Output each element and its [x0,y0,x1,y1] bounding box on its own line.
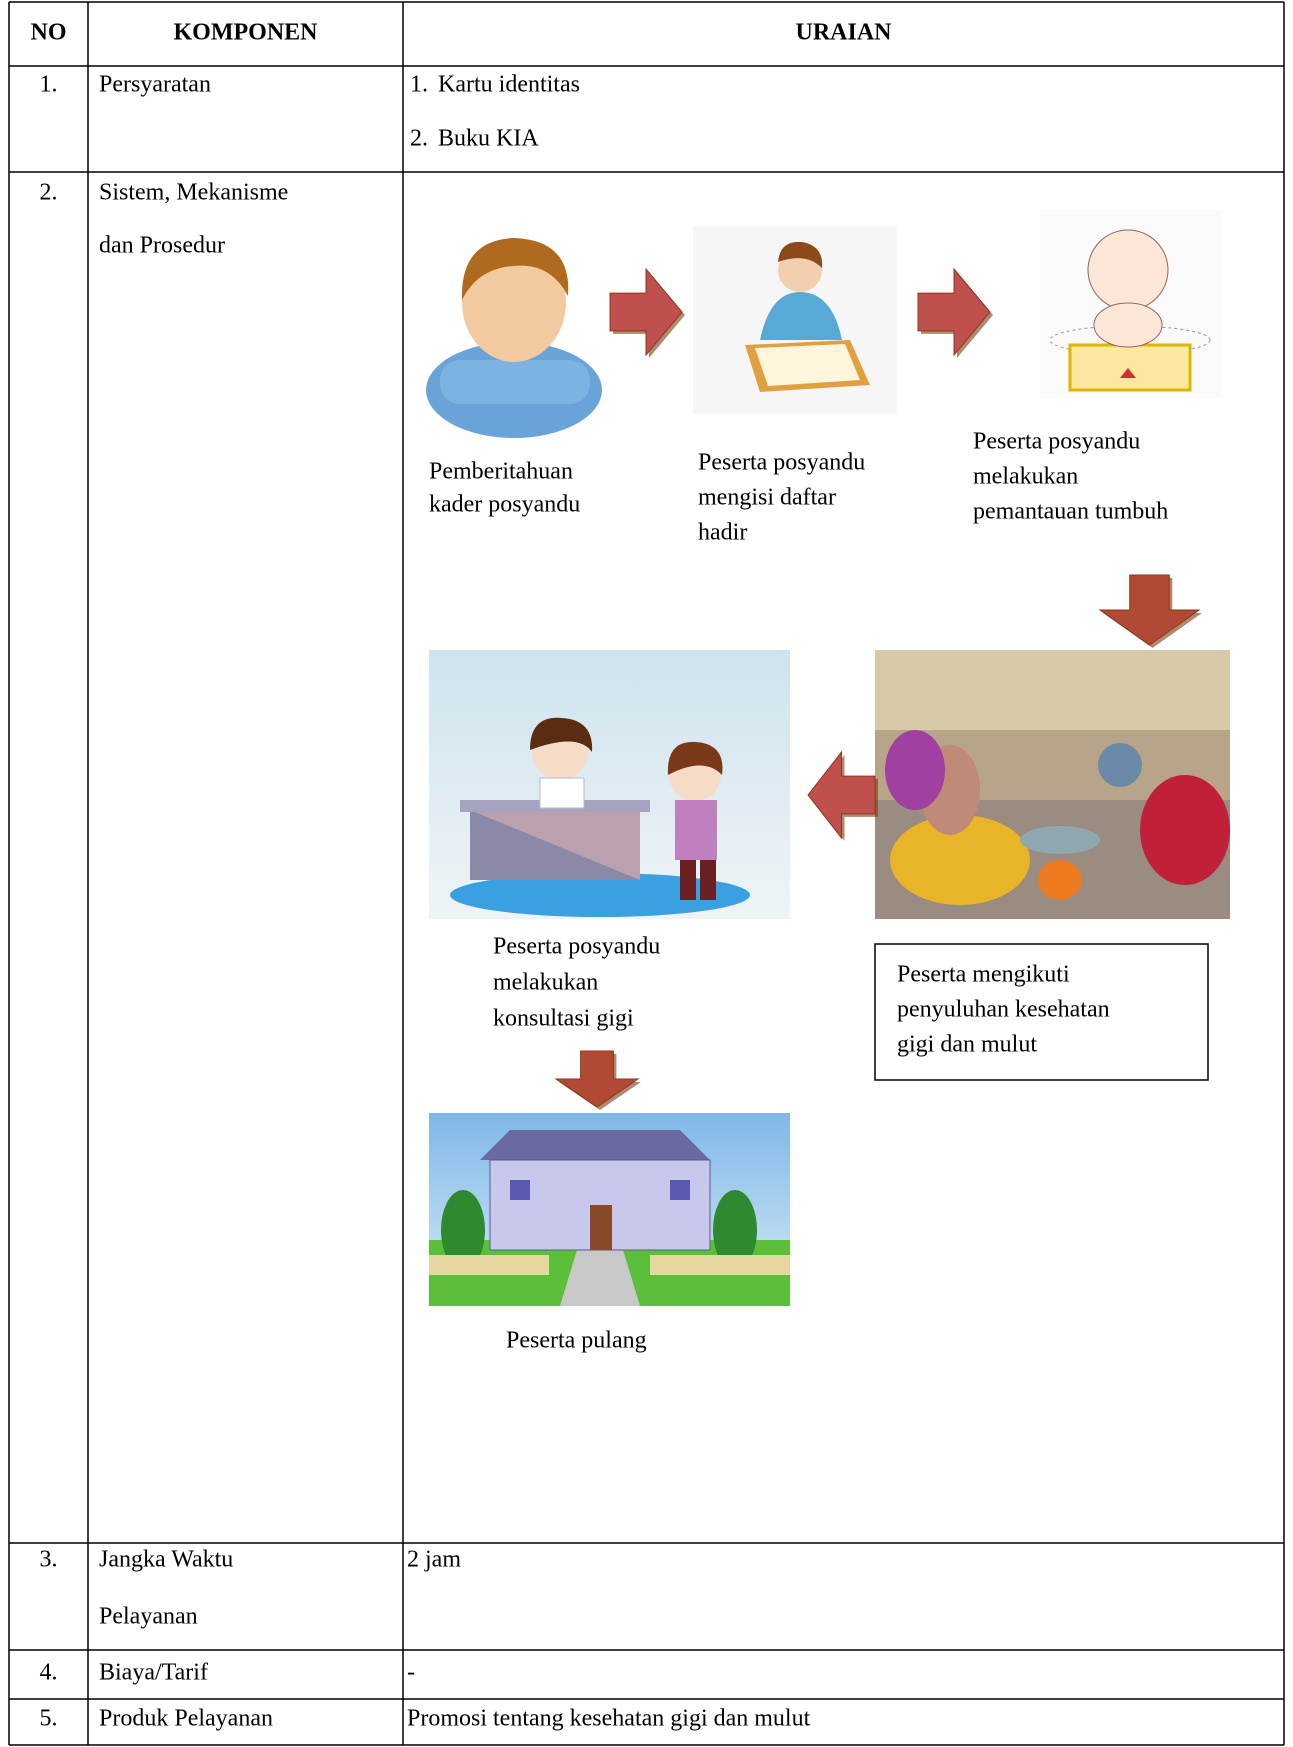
step-label: melakukan [493,970,598,996]
step-label: Pemberitahuan [429,459,573,485]
illustration-register [693,226,897,414]
arrow [609,267,683,357]
illustration-baby-scale [1040,210,1221,398]
illustration-consultation [429,650,790,919]
label-box [874,943,1209,1081]
table-text: NO KOMPONEN URAIAN 1. Persyaratan 1. Kartu ide… [31,20,1169,1732]
column-header: KOMPONEN [174,20,319,46]
arrow [807,750,876,840]
component-text: dan Prosedur [99,233,225,259]
component-text: Jangka Waktu [99,1547,233,1573]
description-text: 2 jam [407,1547,461,1573]
step-label: pemantauan tumbuh [973,499,1168,525]
component-text: Persyaratan [99,72,211,98]
row-number: 4. [40,1660,58,1686]
step-label: melakukan [973,464,1078,490]
component-text: Sistem, Mekanisme [99,180,288,206]
step-label: hadir [698,520,747,546]
component-text: Pelayanan [99,1604,198,1630]
description-text: Buku KIA [438,126,539,152]
step-label: kader posyandu [429,492,580,518]
illustration-house [429,1113,790,1306]
step-label: Peserta mengikuti [897,962,1070,988]
step-label: Peserta posyandu [698,450,865,476]
table-grid [8,1,1285,1746]
flow-arrows [554,267,1202,1110]
description-text: Kartu identitas [438,72,580,98]
arrow [1098,574,1201,646]
component-text: Produk Pelayanan [99,1706,273,1732]
column-header: URAIAN [796,20,893,46]
list-number: 1. [410,72,428,98]
step-label: konsultasi gigi [493,1006,634,1032]
component-text: Biaya/Tarif [99,1660,208,1686]
illustration-person [426,238,602,438]
step-label: mengisi daftar [698,485,836,511]
description-text: - [407,1660,415,1686]
row-number: 1. [40,72,58,98]
row-number: 5. [40,1706,58,1732]
step-label: Peserta pulang [506,1328,647,1354]
arrow [917,267,991,357]
row-number: 3. [40,1547,58,1573]
photo-counseling [875,650,1230,919]
arrow [554,1050,640,1108]
step-label: Peserta posyandu [493,934,660,960]
step-label: Peserta posyandu [973,429,1140,455]
step-label: gigi dan mulut [897,1032,1037,1058]
description-text: Promosi tentang kesehatan gigi dan mulut [407,1706,811,1732]
list-number: 2. [410,126,428,152]
column-header: NO [31,20,67,46]
step-label: penyuluhan kesehatan [897,997,1110,1023]
row-number: 2. [40,180,58,206]
